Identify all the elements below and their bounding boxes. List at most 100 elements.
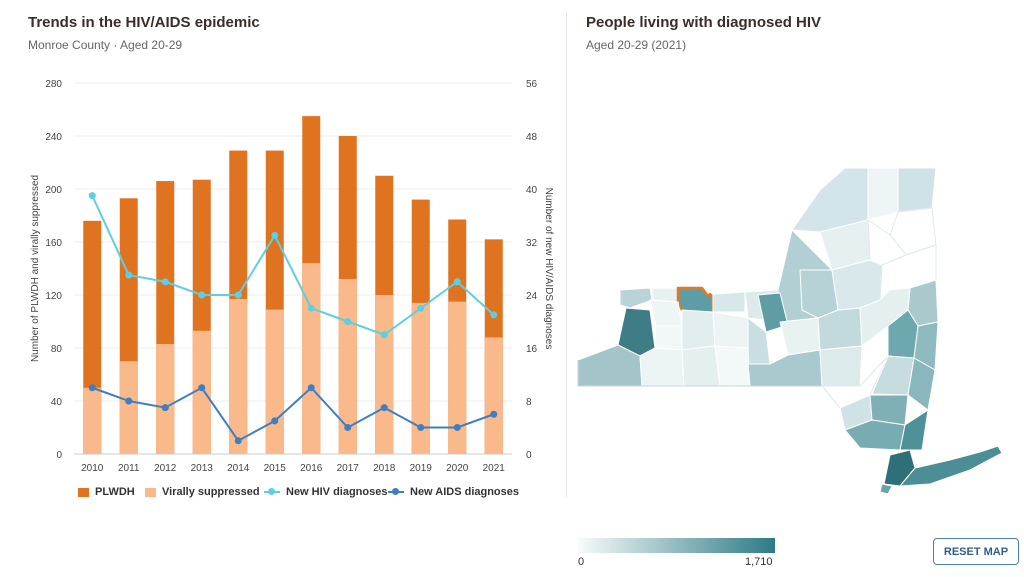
point-new-hiv [380, 331, 388, 339]
y2-axis-label: Number of new HIV/AIDS diagnoses [543, 188, 554, 350]
y-tick-label: 120 [45, 291, 62, 302]
x-tick-label: 2010 [81, 463, 104, 474]
legend-label-plwdh: PLWDH [95, 486, 135, 498]
legend-line-new-hiv [264, 488, 280, 495]
county-region-cny-1[interactable] [779, 317, 821, 356]
point-new-aids [380, 404, 388, 412]
point-new-aids [198, 384, 206, 392]
bar-virally-suppressed [156, 344, 175, 454]
y2-tick-label: 8 [526, 397, 532, 408]
y-tick-label: 280 [45, 79, 62, 90]
point-new-hiv [161, 278, 169, 286]
county-region-wny-2[interactable] [651, 287, 679, 303]
y2-tick-label: 16 [526, 344, 538, 355]
point-new-aids [271, 417, 279, 425]
legend-item-new-aids[interactable]: New AIDS diagnoses [388, 486, 519, 498]
colorbar-max-label: 1,710 [745, 556, 773, 568]
point-new-hiv [271, 231, 279, 239]
legend-item-virally-suppressed[interactable]: Virally suppressed [145, 486, 260, 498]
point-new-aids [161, 404, 169, 412]
county-region-staten-island[interactable] [879, 483, 893, 495]
bar-virally-suppressed [192, 330, 211, 454]
bar-virally-suppressed [448, 301, 467, 454]
panel-divider [566, 12, 567, 497]
legend-swatch-plwdh [78, 487, 89, 497]
chart-subtitle: Monroe County · Aged 20-29 [28, 38, 183, 52]
point-new-aids [125, 397, 133, 405]
x-tick-label: 2015 [264, 463, 287, 474]
county-region-wny-8[interactable] [681, 309, 716, 351]
point-new-hiv [125, 271, 133, 279]
bar-virally-suppressed [265, 309, 284, 454]
legend-item-plwdh[interactable]: PLWDH [78, 486, 135, 498]
county-region-southern-2[interactable] [639, 347, 685, 387]
county-region-north-2[interactable] [867, 167, 899, 221]
point-new-aids [88, 384, 96, 392]
point-new-aids [417, 424, 425, 431]
county-region-southern-3[interactable] [681, 345, 721, 387]
point-new-hiv [417, 304, 425, 312]
ny-county-map[interactable] [570, 150, 1010, 500]
y2-tick-label: 0 [526, 450, 532, 461]
county-region-wny-7[interactable] [654, 325, 683, 351]
county-region-wny-3[interactable] [712, 291, 746, 313]
point-new-aids [344, 424, 352, 431]
x-tick-label: 2017 [337, 463, 360, 474]
y2-tick-label: 48 [526, 132, 538, 143]
point-new-hiv [88, 192, 96, 200]
state-outline-west [577, 360, 822, 387]
y-tick-label: 80 [51, 344, 63, 355]
x-tick-label: 2012 [154, 463, 177, 474]
line-new-aids [91, 386, 495, 443]
y-tick-label: 200 [45, 185, 62, 196]
point-new-hiv [344, 318, 352, 325]
legend-swatch-virally-suppressed [145, 487, 156, 497]
y-tick-label: 160 [45, 238, 62, 249]
y2-tick-label: 56 [526, 79, 538, 90]
legend-label-virally-suppressed: Virally suppressed [162, 486, 260, 498]
county-region-wny-6[interactable] [649, 299, 683, 327]
county-region-cny-4[interactable] [799, 269, 839, 319]
county-region-long-island[interactable] [899, 445, 1003, 487]
x-tick-label: 2014 [227, 463, 250, 474]
county-region-north-3[interactable] [897, 167, 937, 213]
bar-virally-suppressed [375, 295, 394, 454]
line-new-hiv [91, 195, 495, 336]
point-new-hiv [490, 311, 498, 319]
county-region-southern-4[interactable] [714, 345, 751, 387]
bar-virally-suppressed [229, 298, 248, 454]
map-title: People living with diagnosed HIV [586, 14, 822, 31]
y-tick-label: 240 [45, 132, 62, 143]
point-new-hiv [307, 304, 315, 312]
x-tick-label: 2013 [191, 463, 214, 474]
point-new-hiv [234, 291, 242, 299]
county-region-capital-3[interactable] [859, 287, 911, 347]
colorbar-min-label: 0 [578, 556, 585, 568]
chart-title: Trends in the HIV/AIDS epidemic [28, 14, 260, 31]
legend-line-new-aids [388, 488, 404, 495]
point-new-aids [234, 437, 242, 445]
trend-chart: 0 40 80 120 160 200 240 280 0 8 16 24 32 40 48 56 Number… [30, 79, 554, 474]
x-tick-label: 2018 [373, 463, 396, 474]
bar-virally-suppressed [83, 387, 102, 454]
county-region-southern-6[interactable] [819, 345, 863, 387]
point-new-aids [453, 424, 461, 431]
bar-virally-suppressed [484, 337, 503, 454]
x-tick-label: 2019 [410, 463, 433, 474]
legend-label-new-hiv: New HIV diagnoses [286, 486, 388, 498]
legend-label-new-aids: New AIDS diagnoses [410, 486, 520, 498]
reset-map-button[interactable]: RESET MAP [933, 538, 1019, 565]
county-region-westchester[interactable] [899, 409, 929, 451]
county-region-wny-1[interactable] [619, 287, 653, 309]
point-new-aids [490, 410, 498, 418]
county-region-hudson-1[interactable] [821, 355, 889, 409]
point-new-hiv [198, 291, 206, 299]
y2-tick-label: 32 [526, 238, 538, 249]
y-tick-label: 40 [51, 397, 63, 408]
map-subtitle: Aged 20-29 (2021) [586, 38, 687, 52]
bar-virally-suppressed [119, 361, 138, 454]
legend-item-new-hiv[interactable]: New HIV diagnoses [264, 486, 387, 498]
colorbar-scale [578, 538, 775, 553]
x-tick-label: 2021 [483, 463, 506, 474]
county-region-wny-9[interactable] [712, 311, 749, 349]
